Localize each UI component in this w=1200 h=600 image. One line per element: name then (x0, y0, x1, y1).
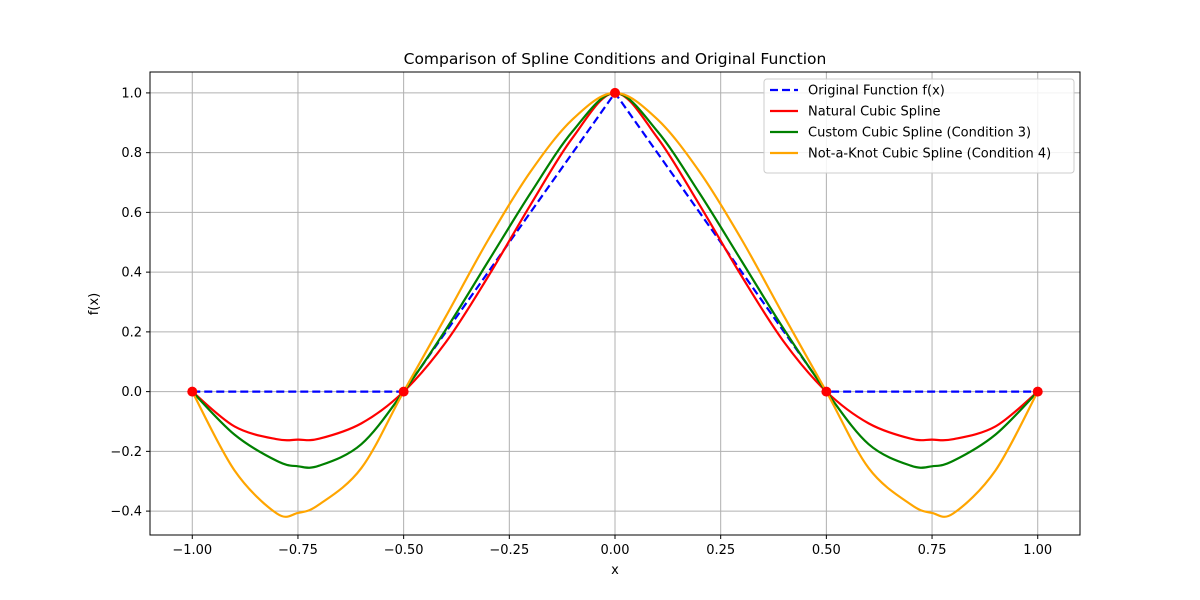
y-tick-label: 1.0 (121, 86, 142, 101)
x-tick-label: −1.00 (172, 543, 212, 558)
x-tick-label: 0.75 (918, 543, 947, 558)
x-tick-label: 0.00 (601, 543, 630, 558)
legend-label: Natural Cubic Spline (808, 105, 941, 120)
legend-label: Custom Cubic Spline (Condition 3) (808, 126, 1031, 141)
knot-marker (610, 87, 620, 98)
y-tick-label: −0.4 (110, 505, 142, 520)
y-tick-label: 0.8 (121, 146, 142, 161)
y-tick-label: 0.2 (121, 325, 142, 340)
x-tick-label: −0.75 (278, 543, 318, 558)
y-axis-label: f(x) (87, 293, 102, 315)
x-tick-label: 0.25 (706, 543, 735, 558)
legend-label: Original Function f(x) (808, 84, 945, 99)
knot-markers (187, 87, 1043, 397)
legend: Original Function f(x) Natural Cubic Spli… (763, 78, 1075, 174)
y-tick-label: 0.4 (121, 266, 142, 281)
legend-label: Not-a-Knot Cubic Spline (Condition 4) (808, 147, 1051, 162)
chart-title: Comparison of Spline Conditions and Orig… (404, 50, 827, 68)
legend-box (763, 78, 1075, 174)
x-tick-label: −0.50 (384, 543, 424, 558)
x-tick-label: 0.50 (812, 543, 841, 558)
axis-ticks: −1.00 −0.75 −0.50 −0.25 0.00 0.25 0.50 0.75 1.00… (110, 86, 1052, 558)
knot-marker (1032, 386, 1043, 397)
x-tick-label: −0.25 (489, 543, 529, 558)
knot-marker (821, 386, 832, 397)
knot-marker (187, 386, 198, 397)
knot-marker (398, 386, 409, 397)
x-tick-label: 1.00 (1023, 543, 1052, 558)
y-tick-label: 0.0 (121, 385, 142, 400)
y-tick-label: 0.6 (121, 206, 142, 221)
x-axis-label: x (611, 563, 619, 578)
y-tick-label: −0.2 (110, 445, 142, 460)
